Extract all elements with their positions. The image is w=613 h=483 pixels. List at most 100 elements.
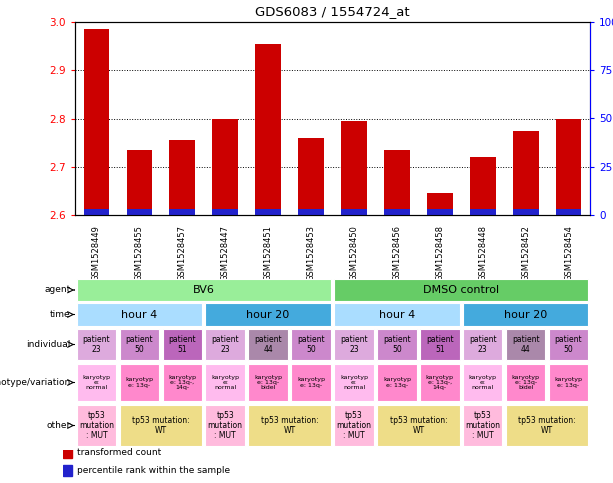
Text: patient
50: patient 50 [555, 335, 582, 354]
Text: percentile rank within the sample: percentile rank within the sample [77, 466, 230, 475]
Text: transformed count: transformed count [77, 448, 162, 457]
Bar [83, 209, 109, 215]
Bar [334, 279, 588, 301]
Bar [63, 447, 72, 458]
Bar [334, 303, 460, 326]
Text: patient
44: patient 44 [512, 335, 539, 354]
Bar [512, 209, 538, 215]
Bar [77, 405, 116, 446]
Bar [377, 364, 417, 401]
Bar [255, 209, 281, 215]
Bar [120, 405, 202, 446]
Text: karyotyp
e: 13q-: karyotyp e: 13q- [383, 377, 411, 388]
Bar [212, 209, 238, 215]
Bar [248, 364, 288, 401]
Bar [463, 405, 503, 446]
Bar [126, 150, 152, 215]
Text: tp53 mutation:
WT: tp53 mutation: WT [261, 416, 318, 435]
Text: tp53
mutation
: MUT: tp53 mutation : MUT [337, 411, 371, 440]
Text: agent: agent [45, 285, 70, 295]
Text: karyotyp
e: 13q-,
14q-: karyotyp e: 13q-, 14q- [426, 375, 454, 390]
Text: tp53 mutation:
WT: tp53 mutation: WT [389, 416, 447, 435]
Bar [341, 121, 367, 215]
Text: karyotyp
e: 13q-: karyotyp e: 13q- [297, 377, 325, 388]
Text: patient
23: patient 23 [83, 335, 110, 354]
Bar [212, 118, 238, 215]
Bar [334, 405, 374, 446]
Text: karyotyp
e:
normal: karyotyp e: normal [211, 375, 239, 390]
Bar [470, 209, 495, 215]
Bar [341, 209, 367, 215]
Bar [420, 364, 460, 401]
Bar [77, 279, 331, 301]
Bar [298, 138, 324, 215]
Text: tp53
mutation
: MUT: tp53 mutation : MUT [208, 411, 243, 440]
Text: karyotyp
e:
normal: karyotyp e: normal [340, 375, 368, 390]
Bar [377, 329, 417, 360]
Text: hour 4: hour 4 [379, 310, 415, 319]
Text: hour 4: hour 4 [121, 310, 158, 319]
Text: karyotyp
e: 13q-: karyotyp e: 13q- [555, 377, 582, 388]
Bar [291, 329, 331, 360]
Text: individual: individual [26, 340, 70, 349]
Bar [63, 465, 72, 476]
Text: tp53
mutation
: MUT: tp53 mutation : MUT [79, 411, 114, 440]
Text: time: time [50, 310, 70, 319]
Bar [506, 405, 588, 446]
Bar [384, 150, 409, 215]
Bar [420, 329, 460, 360]
Text: karyotyp
e:
normal: karyotyp e: normal [469, 375, 497, 390]
Text: tp53
mutation
: MUT: tp53 mutation : MUT [465, 411, 500, 440]
Text: other: other [47, 421, 70, 430]
Bar [334, 329, 374, 360]
Text: BV6: BV6 [193, 285, 215, 295]
Bar [298, 209, 324, 215]
Bar [120, 364, 159, 401]
Bar [334, 364, 374, 401]
Bar [205, 364, 245, 401]
Bar [255, 44, 281, 215]
Bar [512, 130, 538, 215]
Bar [126, 209, 152, 215]
Text: tp53 mutation:
WT: tp53 mutation: WT [132, 416, 189, 435]
Text: tp53 mutation:
WT: tp53 mutation: WT [518, 416, 576, 435]
Bar [377, 405, 460, 446]
Text: patient
51: patient 51 [426, 335, 454, 354]
Text: hour 20: hour 20 [504, 310, 547, 319]
Bar [506, 329, 546, 360]
Text: karyotyp
e: 13q-: karyotyp e: 13q- [126, 377, 153, 388]
Bar [169, 140, 195, 215]
Bar [555, 209, 581, 215]
Text: karyotyp
e:
normal: karyotyp e: normal [83, 375, 110, 390]
Bar [83, 29, 109, 215]
Bar [77, 364, 116, 401]
Text: karyotyp
e: 13q-
bidel: karyotyp e: 13q- bidel [254, 375, 282, 390]
Text: karyotyp
e: 13q-,
14q-: karyotyp e: 13q-, 14q- [169, 375, 196, 390]
Bar [205, 303, 331, 326]
Text: patient
50: patient 50 [297, 335, 325, 354]
Bar [77, 329, 116, 360]
Bar [463, 364, 503, 401]
Bar [549, 364, 588, 401]
Text: karyotyp
e: 13q-
bidel: karyotyp e: 13q- bidel [512, 375, 539, 390]
Bar [427, 209, 452, 215]
Text: patient
44: patient 44 [254, 335, 282, 354]
Bar [384, 209, 409, 215]
Bar [291, 364, 331, 401]
Bar [120, 329, 159, 360]
Text: genotype/variation: genotype/variation [0, 378, 70, 387]
Bar [162, 329, 202, 360]
Bar [77, 303, 202, 326]
Bar [427, 193, 452, 215]
Bar [549, 329, 588, 360]
Bar [169, 209, 195, 215]
Bar [555, 118, 581, 215]
Bar [162, 364, 202, 401]
Bar [205, 405, 245, 446]
Text: patient
51: patient 51 [169, 335, 196, 354]
Text: patient
23: patient 23 [211, 335, 239, 354]
Bar [463, 303, 588, 326]
Bar [205, 329, 245, 360]
Text: patient
50: patient 50 [383, 335, 411, 354]
Bar [248, 329, 288, 360]
